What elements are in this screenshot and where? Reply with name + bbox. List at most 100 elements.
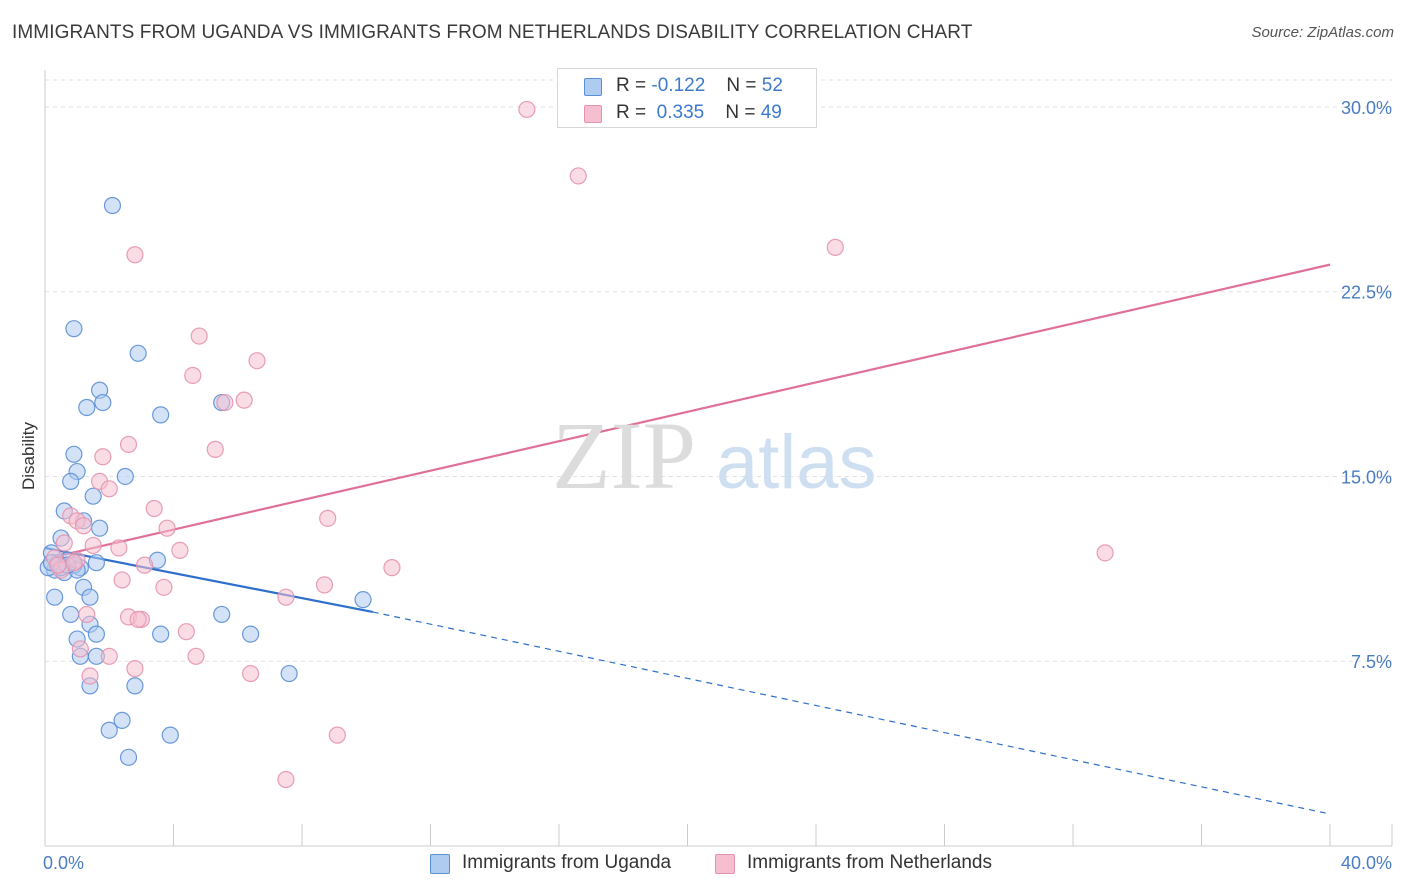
netherlands-point — [135, 556, 154, 574]
netherlands-point — [155, 578, 173, 596]
netherlands-point — [71, 640, 89, 658]
uganda-point — [213, 605, 231, 624]
correlation-legend: R = -0.122 N = 52 R = 0.335 N = 49 — [557, 68, 817, 128]
netherlands-point — [126, 246, 144, 264]
netherlands-swatch — [584, 105, 602, 123]
netherlands-point — [315, 576, 334, 594]
netherlands-point — [84, 536, 102, 555]
netherlands-point — [158, 519, 176, 537]
zipatlas-watermark: ZIP atlas — [552, 402, 877, 509]
uganda-point — [119, 748, 138, 766]
netherlands-point — [49, 556, 67, 574]
netherlands-point — [81, 667, 99, 685]
uganda-point — [84, 487, 102, 505]
uganda-point — [113, 711, 131, 729]
uganda-point — [126, 677, 144, 695]
uganda-point — [116, 467, 134, 486]
netherlands-point — [65, 554, 83, 572]
netherlands-point — [110, 539, 128, 557]
r-value-uganda: -0.122 — [651, 75, 706, 96]
netherlands-point — [100, 647, 118, 665]
netherlands-point — [328, 726, 346, 744]
data-points — [39, 100, 1114, 789]
watermark-atlas: atlas — [716, 420, 877, 505]
netherlands-point — [94, 448, 112, 466]
uganda-point — [152, 406, 170, 424]
source-label: Source: ZipAtlas.com — [1251, 24, 1394, 41]
n-label: N = — [725, 102, 756, 123]
uganda-point — [81, 588, 99, 606]
uganda-point — [87, 554, 106, 572]
netherlands-point — [383, 559, 401, 577]
uganda-point — [94, 393, 112, 412]
netherlands-point — [248, 352, 266, 370]
netherlands-legend-label: Immigrants from Netherlands — [747, 852, 992, 873]
netherlands-point — [100, 480, 118, 498]
uganda-legend-label: Immigrants from Uganda — [462, 852, 672, 873]
netherlands-point — [177, 623, 195, 641]
netherlands-point — [171, 541, 189, 559]
uganda-point — [62, 605, 80, 624]
uganda-point — [280, 664, 298, 683]
uganda-point — [242, 625, 260, 643]
n-value-netherlands: 49 — [760, 102, 782, 123]
netherlands-point — [242, 664, 260, 683]
uganda-point — [103, 196, 122, 215]
y-tick-label: 22.5% — [1341, 283, 1392, 303]
uganda-legend-swatch — [430, 854, 450, 874]
uganda-point — [161, 726, 179, 744]
gridlines — [45, 79, 1392, 662]
netherlands-point — [518, 100, 536, 119]
uganda-point — [46, 588, 64, 606]
uganda-point — [62, 472, 80, 491]
netherlands-point — [216, 393, 234, 412]
netherlands-point — [55, 534, 73, 552]
netherlands-trend-line — [60, 263, 1331, 557]
y-axis-label: Disability — [19, 421, 38, 490]
netherlands-point — [129, 610, 147, 628]
x-tick-labels: 0.0% 40.0% — [43, 853, 1392, 873]
uganda-point — [100, 721, 118, 739]
trend-lines — [44, 263, 1331, 815]
netherlands-point — [206, 440, 224, 458]
netherlands-point — [319, 509, 337, 527]
netherlands-point — [145, 499, 163, 518]
netherlands-point — [190, 327, 208, 345]
chart-title: IMMIGRANTS FROM UGANDA VS IMMIGRANTS FRO… — [12, 22, 973, 43]
uganda-point — [65, 320, 83, 338]
uganda-trend-extension — [372, 611, 1331, 815]
n-value-uganda: 52 — [761, 75, 783, 96]
x-tick-label: 40.0% — [1341, 853, 1392, 873]
y-tick-label: 7.5% — [1351, 652, 1392, 672]
uganda-swatch — [584, 78, 602, 96]
netherlands-point — [235, 391, 253, 409]
uganda-point — [354, 591, 372, 609]
netherlands-point — [277, 588, 295, 606]
axes — [44, 70, 1393, 847]
uganda-point — [91, 519, 109, 537]
r-value-netherlands: 0.335 — [656, 102, 705, 123]
watermark-zip: ZIP — [552, 402, 696, 509]
uganda-point — [129, 344, 147, 362]
netherlands-point — [569, 167, 587, 185]
netherlands-legend-swatch — [715, 854, 735, 874]
uganda-point — [87, 625, 106, 643]
netherlands-point — [187, 647, 205, 665]
netherlands-point — [74, 517, 93, 535]
netherlands-point — [1096, 544, 1114, 562]
netherlands-point — [119, 435, 138, 454]
netherlands-point — [184, 366, 202, 385]
netherlands-point — [126, 660, 144, 678]
netherlands-point — [78, 605, 96, 624]
r-label: R = — [616, 102, 647, 123]
uganda-point — [152, 625, 170, 643]
netherlands-point — [277, 770, 295, 789]
netherlands-point — [826, 238, 844, 256]
y-tick-label: 30.0% — [1341, 98, 1392, 118]
n-label: N = — [726, 75, 757, 96]
r-label: R = — [616, 75, 647, 96]
y-tick-labels: 7.5% 15.0% 22.5% 30.0% — [1341, 98, 1392, 672]
netherlands-point — [113, 571, 131, 589]
y-tick-label: 15.0% — [1341, 467, 1392, 487]
